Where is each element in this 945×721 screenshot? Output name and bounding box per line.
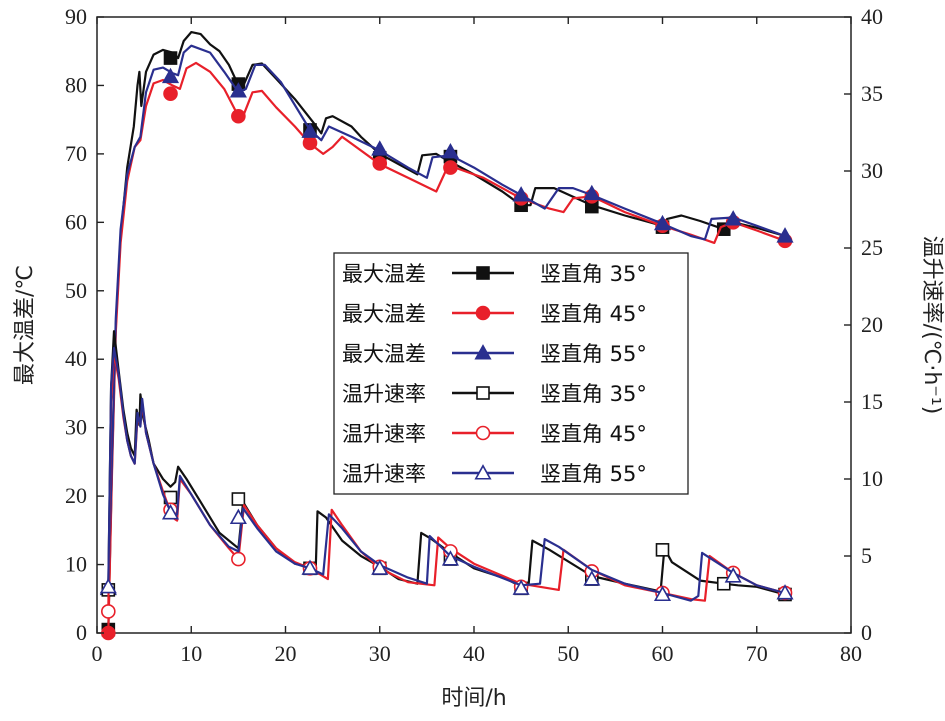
legend-label-right: 竖直角 55°: [540, 462, 647, 486]
data-point: [161, 504, 180, 520]
x-axis-label: 时间/h: [441, 686, 506, 711]
x-tick-label: 70: [746, 641, 768, 666]
right-y-tick-label: 40: [861, 4, 883, 29]
right-y-tick-label: 10: [861, 466, 883, 491]
legend-label-left: 最大温差: [342, 342, 426, 366]
data-point: [301, 122, 319, 138]
legend-entry: 温升速率 竖直角 55°: [342, 462, 647, 486]
left-y-tick-label: 90: [65, 4, 87, 29]
data-point: [371, 140, 389, 156]
data-point: [776, 584, 794, 600]
data-point: [231, 492, 246, 506]
left-y-tick-label: 50: [65, 278, 87, 303]
data-point: [724, 567, 742, 583]
left-y-tick-label: 40: [65, 346, 87, 371]
data-point: [443, 160, 458, 175]
data-point: [231, 551, 246, 567]
data-point: [441, 142, 459, 159]
data-point: [372, 156, 388, 171]
legend-marker: [476, 386, 490, 400]
legend-marker: [475, 425, 491, 441]
right-y-tick-label: 35: [861, 81, 883, 106]
legend: 最大温差 竖直角 35°最大温差 竖直角 45°最大温差 竖直角 55°温升速率 竖直角…: [333, 252, 689, 495]
series-line: [107, 347, 786, 602]
data-point: [653, 585, 672, 602]
data-point: [512, 186, 530, 202]
right-y-tick-label: 25: [861, 235, 883, 260]
right-y-tick-label: 20: [861, 312, 883, 337]
legend-label-right: 竖直角 35°: [540, 382, 647, 406]
data-point: [163, 51, 178, 65]
legend-label-left: 温升速率: [342, 422, 426, 446]
left-y-tick-label: 10: [65, 552, 87, 577]
left-y-tick-label: 0: [76, 620, 87, 645]
series-line: [107, 44, 786, 589]
data-point: [512, 579, 530, 595]
right-y-tick-label: 30: [861, 158, 883, 183]
data-point: [371, 559, 389, 575]
data-point: [724, 210, 742, 226]
data-point: [229, 82, 247, 98]
legend-marker: [475, 305, 491, 321]
x-tick-label: 80: [840, 641, 862, 666]
x-tick-label: 0: [92, 641, 103, 666]
legend-entry: 最大温差 竖直角 45°: [342, 302, 647, 326]
data-point: [441, 550, 459, 566]
legend-label-right: 竖直角 55°: [540, 342, 647, 366]
data-point: [583, 570, 601, 586]
x-tick-label: 40: [463, 641, 485, 666]
data-point: [231, 108, 246, 124]
legend-box: [333, 252, 689, 495]
right-y-tick-label: 0: [861, 620, 872, 645]
axes: 0 10 20 30 40 50 60 70 8001020304050607080900510…: [65, 4, 883, 666]
legend-entry: 最大温差 竖直角 35°: [342, 262, 647, 286]
legend-entry: 最大温差 竖直角 55°: [342, 342, 647, 366]
data-point: [302, 135, 318, 151]
legend-label-left: 最大温差: [342, 262, 426, 286]
data-point: [99, 577, 117, 594]
data-point: [163, 86, 178, 101]
x-tick-label: 20: [275, 641, 297, 666]
data-point: [776, 227, 794, 243]
data-point: [101, 604, 116, 619]
series-layer: [99, 31, 794, 641]
legend-label-left: 温升速率: [342, 382, 426, 406]
legend-entry: 温升速率 竖直角 35°: [342, 382, 647, 406]
data-point: [655, 543, 670, 557]
right-y-tick-label: 5: [861, 543, 872, 568]
series-2: [101, 61, 793, 641]
legend-label-right: 竖直角 35°: [540, 262, 647, 286]
legend-label-right: 竖直角 45°: [540, 422, 647, 446]
x-tick-label: 60: [652, 641, 674, 666]
right-y-tick-label: 15: [861, 389, 883, 414]
data-point: [583, 184, 601, 201]
legend-marker: [476, 266, 490, 280]
x-tick-label: 30: [369, 641, 391, 666]
x-tick-label: 50: [557, 641, 579, 666]
left-y-tick-label: 70: [65, 141, 87, 166]
data-point: [161, 67, 180, 84]
right-y-axis-label: 温升速率/(℃·h⁻¹): [919, 236, 944, 415]
legend-entry: 温升速率 竖直角 45°: [342, 422, 647, 446]
data-point: [301, 559, 319, 575]
legend-label-right: 竖直角 45°: [540, 302, 647, 326]
legend-label-left: 最大温差: [342, 302, 426, 326]
data-point: [229, 508, 247, 525]
left-y-tick-label: 20: [65, 483, 87, 508]
legend-marker: [474, 344, 492, 360]
left-y-tick-label: 30: [65, 415, 87, 440]
legend-label-left: 温升速率: [342, 462, 426, 486]
series-6: [99, 347, 794, 602]
data-point: [653, 214, 672, 231]
left-y-axis-label: 最大温差/℃: [13, 265, 38, 385]
legend-marker: [474, 464, 492, 480]
series-line: [107, 61, 786, 634]
x-tick-label: 10: [180, 641, 202, 666]
left-y-tick-label: 60: [65, 209, 87, 234]
left-y-tick-label: 80: [65, 72, 87, 97]
